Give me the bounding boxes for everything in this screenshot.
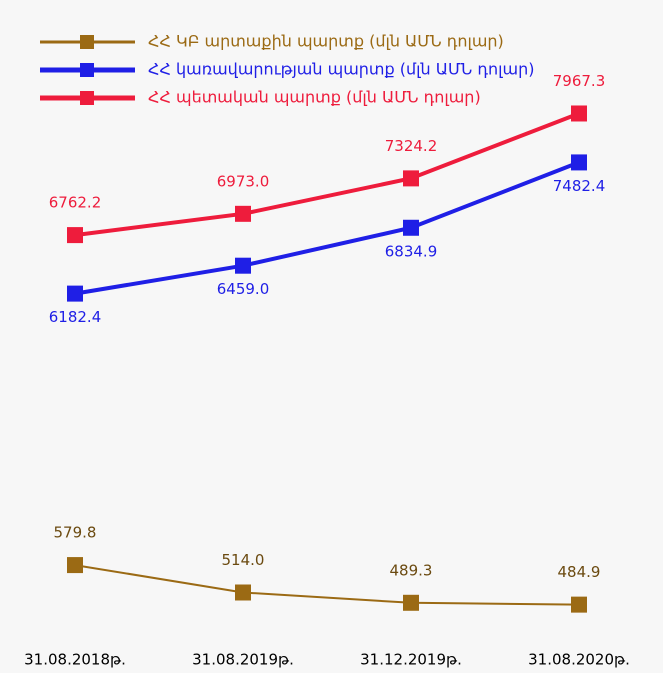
value-label: 6762.2 — [49, 194, 102, 212]
value-label: 6973.0 — [217, 172, 270, 190]
value-label: 489.3 — [390, 561, 433, 579]
legend-label: ՀՀ ԿԲ արտաքին պարտք (մլն ԱՄՆ դոլար) — [148, 32, 504, 51]
point-marker — [67, 557, 83, 574]
value-label: 484.9 — [558, 563, 601, 581]
point-marker — [571, 154, 587, 171]
value-label: 7482.4 — [553, 177, 606, 195]
point-marker — [67, 227, 83, 244]
value-label: 7324.2 — [385, 137, 438, 155]
series-line — [74, 111, 580, 238]
legend-marker — [80, 63, 94, 77]
point-marker — [403, 594, 419, 611]
point-marker — [403, 170, 419, 187]
x-tick-label: 31.08.2018թ. — [24, 651, 126, 669]
point-marker — [235, 584, 251, 601]
point-marker — [67, 285, 83, 302]
x-tick-label: 31.12.2019թ. — [360, 651, 462, 669]
series-line — [74, 564, 580, 606]
value-label: 514.0 — [222, 551, 265, 569]
series-line — [74, 160, 580, 296]
value-label: 6459.0 — [217, 280, 270, 298]
legend-marker — [80, 91, 94, 105]
x-tick-label: 31.08.2019թ. — [192, 651, 294, 669]
point-marker — [571, 105, 587, 122]
x-tick-label: 31.08.2020թ. — [528, 651, 630, 669]
legend-marker — [80, 35, 94, 49]
value-label: 6182.4 — [49, 308, 102, 326]
point-marker — [571, 596, 587, 613]
value-label: 7967.3 — [553, 72, 606, 90]
point-marker — [235, 257, 251, 274]
point-marker — [403, 219, 419, 236]
value-label: 579.8 — [54, 524, 97, 542]
legend-label: ՀՀ կառավարության պարտք (մլն ԱՄՆ դոլար) — [148, 60, 534, 79]
point-marker — [235, 205, 251, 222]
value-label: 6834.9 — [385, 242, 438, 260]
legend-label: ՀՀ պետական պարտք (մլն ԱՄՆ դոլար) — [148, 88, 481, 107]
